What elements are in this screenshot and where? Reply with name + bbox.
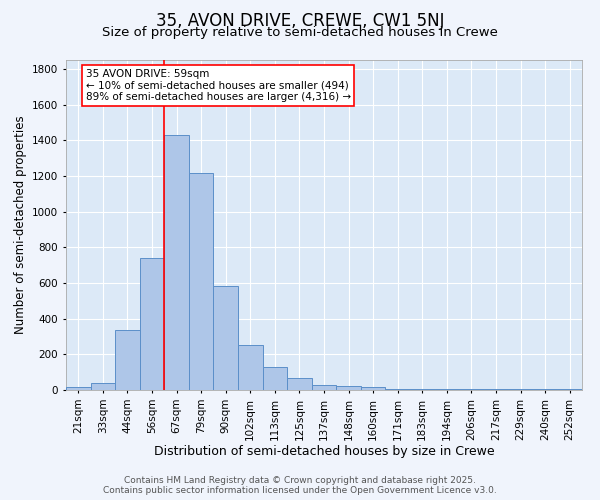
Text: 35, AVON DRIVE, CREWE, CW1 5NJ: 35, AVON DRIVE, CREWE, CW1 5NJ [156, 12, 444, 30]
Bar [164, 135, 189, 390]
Bar [459, 389, 484, 390]
Bar [336, 386, 361, 390]
X-axis label: Distribution of semi-detached houses by size in Crewe: Distribution of semi-detached houses by … [154, 446, 494, 458]
Bar [214, 286, 238, 390]
Bar [140, 258, 164, 390]
Bar [238, 344, 263, 390]
Text: 35 AVON DRIVE: 59sqm
← 10% of semi-detached houses are smaller (494)
89% of semi: 35 AVON DRIVE: 59sqm ← 10% of semi-detac… [86, 69, 351, 102]
Bar [115, 330, 140, 390]
Bar [312, 384, 336, 390]
Bar [508, 389, 533, 390]
Bar [287, 378, 312, 390]
Bar [189, 174, 214, 390]
Bar [434, 389, 459, 390]
Bar [361, 388, 385, 390]
Y-axis label: Number of semi-detached properties: Number of semi-detached properties [14, 116, 26, 334]
Text: Contains HM Land Registry data © Crown copyright and database right 2025.
Contai: Contains HM Land Registry data © Crown c… [103, 476, 497, 495]
Bar [557, 388, 582, 390]
Bar [410, 388, 434, 390]
Bar [263, 367, 287, 390]
Bar [385, 388, 410, 390]
Bar [66, 388, 91, 390]
Bar [91, 383, 115, 390]
Text: Size of property relative to semi-detached houses in Crewe: Size of property relative to semi-detach… [102, 26, 498, 39]
